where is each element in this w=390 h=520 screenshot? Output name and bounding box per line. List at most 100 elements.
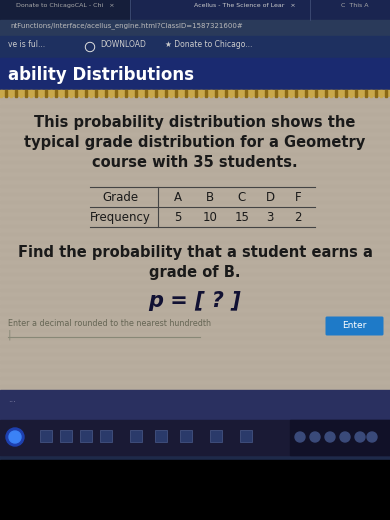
Bar — [0, 137, 390, 139]
Bar — [55, 90, 57, 97]
Bar — [30, 90, 32, 97]
Bar — [0, 169, 390, 171]
Bar — [0, 325, 390, 327]
Bar — [350, 90, 352, 97]
Bar — [80, 90, 82, 97]
Text: ability Distributions: ability Distributions — [8, 66, 194, 84]
Bar — [0, 317, 390, 319]
Bar — [325, 90, 327, 97]
Bar — [0, 357, 390, 359]
Bar — [375, 90, 377, 97]
Bar — [240, 90, 242, 97]
Bar — [0, 297, 390, 299]
Bar — [0, 36, 390, 58]
Bar — [90, 90, 92, 97]
Bar — [0, 273, 390, 275]
Bar — [0, 381, 390, 383]
Bar — [0, 337, 390, 339]
Bar — [0, 373, 390, 375]
Text: p = [ ? ]: p = [ ? ] — [149, 291, 241, 311]
Bar — [0, 301, 390, 303]
Bar — [160, 90, 162, 97]
Text: Enter: Enter — [342, 321, 367, 330]
Bar — [0, 261, 390, 263]
Bar — [0, 349, 390, 351]
Bar — [290, 90, 292, 97]
Text: Donate to ChicagoCAL - Chi   ×: Donate to ChicagoCAL - Chi × — [16, 3, 114, 8]
Bar — [285, 90, 287, 97]
Bar — [40, 90, 42, 97]
Bar — [0, 105, 390, 107]
Bar — [340, 90, 342, 97]
Bar — [0, 345, 390, 347]
Text: 3: 3 — [266, 211, 274, 224]
Circle shape — [85, 43, 94, 51]
Bar — [0, 390, 390, 420]
Bar — [170, 90, 172, 97]
Circle shape — [325, 432, 335, 442]
Bar — [75, 90, 77, 97]
Text: C  This A: C This A — [341, 3, 369, 8]
Bar — [0, 385, 390, 387]
Text: This probability distribution shows the: This probability distribution shows the — [34, 115, 356, 130]
Bar — [240, 430, 252, 442]
Bar — [0, 101, 390, 103]
Bar — [0, 157, 390, 159]
Bar — [0, 121, 390, 123]
Bar — [0, 193, 390, 195]
Bar — [370, 90, 372, 97]
Bar — [0, 353, 390, 355]
Text: C: C — [238, 191, 246, 204]
Bar — [175, 90, 177, 97]
Bar — [0, 245, 390, 247]
Bar — [220, 90, 222, 97]
Bar — [35, 90, 37, 97]
Bar — [0, 0, 130, 20]
Bar — [0, 133, 390, 135]
Bar — [0, 117, 390, 119]
Circle shape — [355, 432, 365, 442]
Bar — [0, 257, 390, 259]
Bar — [315, 90, 317, 97]
Bar — [0, 333, 390, 335]
Bar — [155, 90, 157, 97]
Bar — [0, 197, 390, 199]
Text: 2: 2 — [294, 211, 302, 224]
Bar — [0, 185, 390, 187]
Bar — [145, 90, 147, 97]
Circle shape — [367, 432, 377, 442]
Text: DOWNLOAD: DOWNLOAD — [100, 40, 146, 49]
Bar — [0, 213, 390, 215]
Bar — [155, 430, 167, 442]
Bar — [0, 305, 390, 307]
Bar — [150, 90, 152, 97]
Text: ntFunctions/Interface/acellus_engine.html?ClassID=1587321600#: ntFunctions/Interface/acellus_engine.htm… — [10, 22, 243, 29]
Bar — [0, 361, 390, 363]
Text: Find the probability that a student earns a: Find the probability that a student earn… — [18, 245, 372, 260]
Bar — [0, 269, 390, 271]
Bar — [0, 97, 390, 99]
Bar — [0, 129, 390, 131]
Bar — [20, 90, 22, 97]
Bar — [0, 209, 390, 211]
Bar — [0, 141, 390, 143]
Text: ...: ... — [8, 395, 16, 404]
Bar — [0, 201, 390, 203]
Bar — [195, 90, 197, 97]
Bar — [15, 90, 17, 97]
Bar — [95, 90, 97, 97]
Bar — [130, 430, 142, 442]
Circle shape — [9, 431, 21, 443]
Bar — [0, 149, 390, 151]
Text: 10: 10 — [202, 211, 218, 224]
Text: A: A — [174, 191, 182, 204]
Bar — [200, 90, 202, 97]
Bar — [115, 90, 117, 97]
Bar — [0, 389, 390, 391]
Bar — [0, 177, 390, 179]
Bar — [290, 420, 390, 455]
Bar — [0, 225, 390, 227]
Bar — [65, 90, 67, 97]
Bar — [0, 221, 390, 223]
Bar — [0, 289, 390, 291]
